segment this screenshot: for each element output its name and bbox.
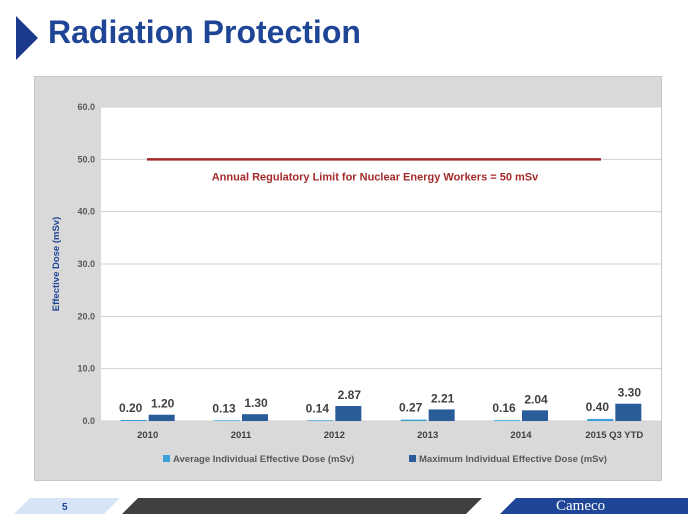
avg-dose-data-label: 0.27 [399, 401, 423, 415]
x-tick-label: 2014 [510, 430, 532, 441]
y-tick-label: 20.0 [77, 311, 95, 321]
legend-entry: Maximum Individual Effective Dose (mSv) [419, 454, 607, 465]
regulatory-limit-label: Annual Regulatory Limit for Nuclear Ener… [212, 171, 539, 183]
x-tick-label: 2011 [231, 430, 252, 441]
y-tick-label: 40.0 [77, 207, 95, 217]
x-tick-label: 2010 [137, 430, 158, 441]
title-arrow-icon [16, 16, 38, 60]
y-tick-label: 0.0 [82, 416, 95, 426]
max-dose-data-label: 2.21 [431, 391, 455, 405]
avg-dose-bar [494, 420, 520, 421]
max-dose-data-label: 2.87 [338, 388, 362, 402]
avg-dose-bar [214, 420, 240, 421]
footer-dark-stripe [122, 498, 482, 514]
avg-dose-data-label: 0.40 [586, 400, 610, 414]
brand-logo-text: Cameco [556, 498, 606, 514]
max-dose-bar [242, 414, 268, 421]
avg-dose-bar [307, 420, 334, 421]
avg-dose-bar [587, 418, 614, 421]
chart-panel: 0.0 10.0 20.0 30.0 40.0 50.0 60.0 Effective Dos… [34, 76, 662, 481]
y-tick-label: 60.0 [77, 102, 95, 112]
max-dose-data-label: 2.04 [524, 392, 548, 406]
dose-bar-chart: 0.0 10.0 20.0 30.0 40.0 50.0 60.0 Effective Dos… [51, 102, 661, 465]
max-dose-bar [615, 403, 642, 421]
y-tick-label: 30.0 [77, 259, 95, 269]
avg-dose-bar [120, 419, 147, 421]
x-tick-label: 2013 [417, 430, 438, 441]
max-dose-data-label: 1.20 [151, 397, 175, 411]
max-dose-bar [428, 409, 455, 421]
avg-dose-data-label: 0.16 [492, 401, 516, 415]
footer-bar [14, 498, 688, 514]
page-number: 5 [62, 502, 68, 513]
avg-dose-data-label: 0.13 [212, 401, 236, 415]
max-dose-bar [522, 410, 548, 421]
avg-dose-data-label: 0.14 [306, 401, 330, 415]
max-dose-bar [335, 405, 362, 421]
avg-dose-data-label: 0.20 [119, 401, 143, 415]
y-axis-label: Effective Dose (mSv) [51, 217, 62, 312]
x-tick-label: 2015 Q3 YTD [585, 430, 643, 441]
x-tick-label: 2012 [324, 430, 345, 441]
y-tick-label: 50.0 [77, 154, 95, 164]
y-tick-label: 10.0 [77, 364, 95, 374]
legend-swatch [163, 455, 170, 462]
footer-page-block [14, 498, 120, 514]
max-dose-bar [148, 414, 175, 421]
slide-header: Radiation Protection [0, 0, 688, 70]
max-dose-data-label: 3.30 [618, 386, 642, 400]
max-dose-data-label: 1.30 [244, 396, 268, 410]
legend-swatch [409, 455, 416, 462]
legend-entry: Average Individual Effective Dose (mSv) [173, 454, 354, 465]
avg-dose-bar [400, 419, 427, 421]
footer-brand-block [500, 498, 688, 514]
slide-title: Radiation Protection [48, 14, 361, 50]
